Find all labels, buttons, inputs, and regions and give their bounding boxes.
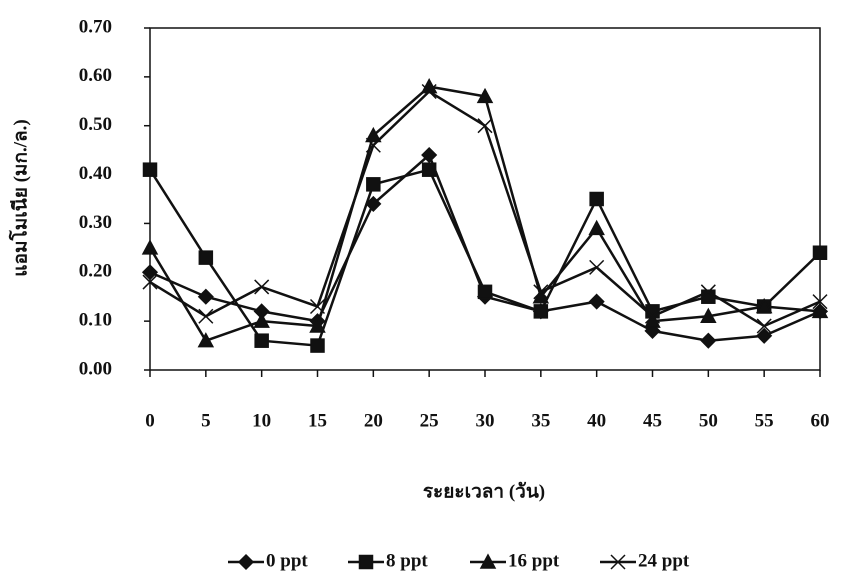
data-point [477,118,493,134]
legend-marker [358,554,374,570]
y-tick-label: 0.70 [79,16,112,37]
data-point [812,245,828,260]
y-tick-label: 0.10 [79,310,112,331]
x-axis-title: ระยะเวลา (วัน) [423,481,545,502]
data-point [310,338,325,353]
x-tick-label: 25 [420,410,439,431]
legend-marker [610,554,626,570]
data-point [700,332,717,349]
data-point [366,177,381,192]
data-point [254,279,270,295]
x-tick-label: 60 [811,410,830,431]
data-point [253,312,270,328]
legend-label: 24 ppt [638,550,690,571]
data-point [365,126,382,143]
data-point [141,264,159,281]
x-tick-label: 15 [308,410,327,431]
data-point [533,304,549,319]
series-line [149,152,821,342]
y-axis-title: แอมโมเนีย (มก./ล.) [8,119,31,276]
data-point [142,162,158,177]
x-tick-label: 5 [201,410,211,431]
data-point [589,191,604,207]
legend-marker [237,553,255,571]
data-point [755,297,773,314]
legend-marker [479,553,497,569]
x-tick-label: 40 [587,410,606,431]
x-tick-label: 30 [476,410,495,431]
data-point [421,162,437,177]
data-point [141,239,159,255]
legend-label: 8 ppt [386,550,428,571]
x-tick-label: 55 [755,410,774,431]
y-tick-label: 0.60 [79,65,112,86]
data-point [589,259,605,275]
plot-frame [149,27,821,371]
data-point [700,307,717,324]
data-point [254,333,269,348]
x-tick-label: 20 [364,410,383,431]
legend-label: 16 ppt [508,550,560,571]
data-point [700,284,716,300]
x-tick-label: 45 [643,410,662,431]
legend-label: 0 ppt [266,550,308,571]
data-point [756,318,772,334]
x-tick-label: 10 [252,410,271,431]
y-tick-label: 0.30 [79,212,112,233]
data-point [309,317,326,333]
y-tick-label: 0.20 [79,261,112,282]
data-point [533,284,549,300]
y-tick-label: 0.50 [79,114,112,135]
data-point [198,250,214,265]
data-point [812,294,828,310]
data-point [365,137,381,153]
data-point [811,302,829,319]
data-point [421,146,438,164]
data-point [476,87,494,104]
data-point [309,298,326,315]
data-point [198,308,214,324]
x-tick-label: 50 [699,410,718,431]
data-point [197,332,215,348]
data-point [477,284,493,300]
x-tick-label: 35 [531,410,550,431]
x-tick-label: 0 [145,410,155,431]
y-tick-label: 0.40 [79,163,112,184]
data-point [644,308,661,324]
y-tick-label: 0.00 [79,358,112,379]
data-point [756,327,773,344]
data-point [197,288,214,305]
data-point [588,293,605,310]
series-line [148,168,821,347]
data-point [142,274,158,290]
data-point [588,219,605,236]
data-point [421,83,437,100]
